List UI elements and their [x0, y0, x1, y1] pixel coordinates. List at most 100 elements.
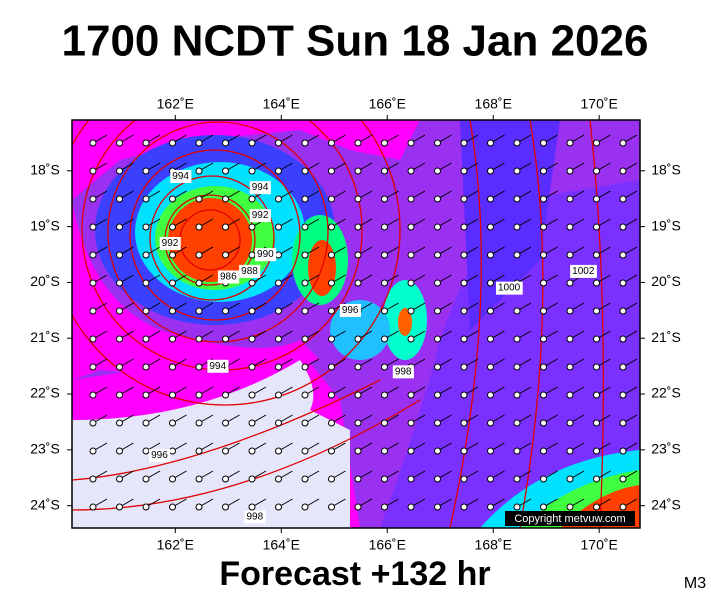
- station: [460, 167, 468, 175]
- isobar-label: 998: [244, 510, 266, 524]
- isobar-value: 992: [252, 210, 269, 221]
- station: [116, 279, 123, 287]
- station: [434, 279, 441, 287]
- station: [195, 139, 203, 147]
- station: [275, 335, 282, 343]
- isobar-value: 994: [252, 182, 269, 193]
- station: [142, 447, 150, 455]
- station: [487, 503, 494, 511]
- station: [487, 475, 494, 483]
- station: [593, 251, 600, 259]
- station: [301, 447, 309, 455]
- station: [169, 195, 176, 203]
- station: [540, 167, 547, 175]
- lon-tick-label: 164˚E: [263, 96, 300, 112]
- station: [540, 307, 547, 315]
- station: [513, 251, 521, 259]
- station: [460, 447, 468, 455]
- station: [540, 251, 547, 259]
- station: [566, 447, 574, 455]
- station: [381, 447, 388, 455]
- station: [301, 139, 309, 147]
- station: [89, 167, 97, 175]
- station: [540, 447, 547, 455]
- isobar-label-box: [159, 236, 181, 250]
- station: [89, 391, 97, 399]
- station: [513, 391, 521, 399]
- station: [593, 195, 600, 203]
- station: [142, 503, 150, 511]
- station: [566, 475, 574, 483]
- station: [381, 419, 388, 427]
- station: [195, 251, 203, 259]
- station: [116, 419, 123, 427]
- station: [275, 139, 282, 147]
- station: [619, 251, 627, 259]
- station: [275, 223, 282, 231]
- isobar-value: 994: [209, 361, 226, 372]
- station: [381, 503, 388, 511]
- station: [301, 391, 309, 399]
- station: [89, 251, 97, 259]
- station: [593, 335, 600, 343]
- station: [328, 195, 335, 203]
- isobar-value: 998: [395, 366, 412, 377]
- graticule: 162˚E 162˚E 164˚E 164˚E 166˚E 166˚E 168˚E 168˚E…: [30, 96, 681, 553]
- station: [354, 419, 362, 427]
- lat-tick-label: 24˚S: [651, 496, 681, 512]
- station: [566, 307, 574, 315]
- isobar-label: 986: [217, 270, 240, 284]
- station: [434, 139, 441, 147]
- station: [328, 363, 335, 371]
- copyright: Copyright metvuw.com: [514, 513, 625, 525]
- isobar-value: 996: [151, 450, 168, 461]
- station: [301, 307, 309, 315]
- station: [195, 391, 203, 399]
- station: [487, 335, 494, 343]
- field-zone: [72, 200, 320, 380]
- station: [116, 363, 123, 371]
- station: [116, 251, 123, 259]
- station: [354, 475, 362, 483]
- station: [434, 363, 441, 371]
- station: [328, 419, 335, 427]
- station: [222, 419, 229, 427]
- station: [301, 251, 309, 259]
- station: [328, 139, 335, 147]
- station: [354, 279, 362, 287]
- station: [301, 503, 309, 511]
- station: [248, 363, 256, 371]
- station: [195, 475, 203, 483]
- station: [487, 391, 494, 399]
- station: [513, 223, 521, 231]
- station: [593, 363, 600, 371]
- station: [619, 419, 627, 427]
- station: [222, 335, 229, 343]
- station: [328, 251, 335, 259]
- station: [513, 139, 521, 147]
- station: [487, 419, 494, 427]
- isobar-label: 996: [149, 449, 171, 463]
- station: [195, 223, 203, 231]
- station: [460, 335, 468, 343]
- isobar-label: 994: [170, 170, 192, 184]
- station: [169, 335, 176, 343]
- station: [566, 279, 574, 287]
- station: [328, 475, 335, 483]
- isobar-label: 994: [249, 181, 271, 195]
- isobar-label-box: [255, 248, 277, 262]
- station: [195, 167, 203, 175]
- station: [222, 251, 229, 259]
- station: [275, 503, 282, 511]
- isobar-labels: 994 994 992 992 990 988 986 996 998 1000 1002 994 99…: [149, 170, 597, 524]
- lat-tick-label: 23˚S: [30, 441, 60, 457]
- isobar-label: 990: [255, 248, 277, 262]
- station: [381, 139, 388, 147]
- station: [619, 363, 627, 371]
- station: [328, 335, 335, 343]
- isobar-value: 998: [246, 511, 263, 522]
- station: [407, 447, 415, 455]
- station: [593, 139, 600, 147]
